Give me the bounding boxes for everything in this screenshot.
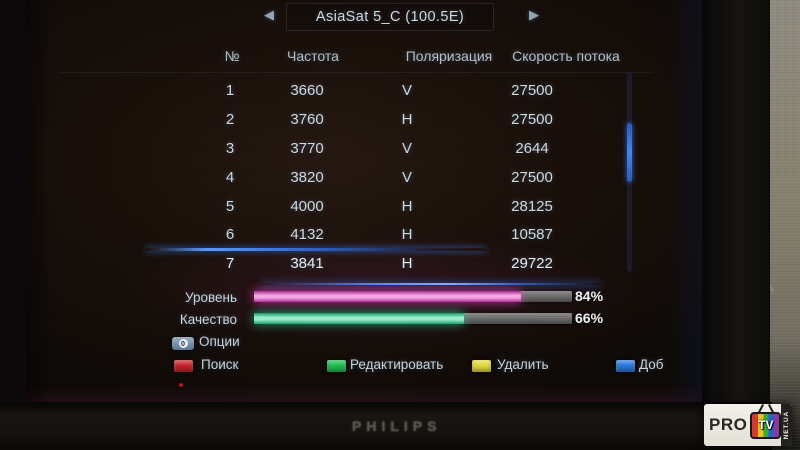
- signal-quality-bar: [254, 313, 572, 324]
- signal-level-label: Уровень: [184, 290, 237, 305]
- edit-button[interactable]: Редактировать: [350, 357, 444, 372]
- row-symbol-rate: 27500: [511, 110, 553, 128]
- transponder-row[interactable]: 5 4000 H 28125: [26, 195, 702, 224]
- wall: [770, 0, 800, 450]
- transponder-list: 1 3660 V 27500 2 3760 H 27500 3 3770 V 2…: [26, 79, 702, 286]
- row-number: 2: [225, 110, 235, 128]
- row-symbol-rate: 28125: [511, 197, 553, 215]
- row-polarization: H: [401, 226, 413, 244]
- options-key-icon[interactable]: 0: [172, 337, 194, 350]
- transponder-row[interactable]: 7 3841 H 29722: [26, 248, 702, 286]
- row-polarization: H: [401, 255, 413, 273]
- transponder-row[interactable]: 6 4132 H 10587: [26, 223, 702, 252]
- transponder-row[interactable]: 1 3660 V 27500: [26, 79, 702, 108]
- signal-quality-percent: 66%: [575, 310, 604, 326]
- standby-led: [178, 383, 184, 387]
- row-number: 3: [225, 139, 235, 157]
- row-frequency: 4000: [290, 197, 324, 215]
- signal-level-bar: [254, 291, 572, 302]
- antenna-icon: [758, 403, 765, 413]
- row-symbol-rate: 29722: [511, 255, 553, 273]
- transponder-row[interactable]: 3 3770 V 2644: [26, 137, 702, 166]
- row-polarization: V: [401, 168, 413, 186]
- add-button[interactable]: Доб: [639, 357, 664, 372]
- transponder-row[interactable]: 4 3820 V 27500: [26, 166, 702, 195]
- signal-level-fill: [254, 291, 522, 302]
- row-number: 6: [225, 226, 235, 244]
- tv-screen: AsiaSat 5_C (100.5E) ◀ ▶ № Частота Поляр…: [26, 0, 702, 402]
- row-frequency: 3820: [290, 168, 324, 186]
- scrollbar[interactable]: [627, 72, 632, 272]
- row-symbol-rate: 10587: [511, 226, 553, 244]
- watermark-netua-strip: NET.UA: [781, 404, 792, 446]
- column-polarization: Поляризация: [405, 48, 493, 64]
- row-number: 7: [225, 255, 235, 273]
- antenna-icon: [768, 403, 775, 413]
- row-polarization: V: [401, 82, 413, 99]
- row-symbol-rate: 2644: [515, 139, 549, 157]
- options-label[interactable]: Опции: [199, 334, 240, 349]
- row-polarization: H: [401, 110, 413, 128]
- row-number: 1: [225, 82, 235, 99]
- column-frequency: Частота: [287, 48, 339, 64]
- watermark-logo: PRO TV NET.UA: [704, 403, 792, 446]
- transponder-row[interactable]: 2 3760 H 27500: [26, 108, 702, 137]
- row-polarization: V: [401, 139, 413, 157]
- tv-bezel-right: [702, 0, 770, 450]
- scrollbar-thumb[interactable]: [627, 123, 632, 182]
- row-symbol-rate: 27500: [511, 168, 553, 186]
- next-satellite-arrow[interactable]: ▶: [529, 7, 539, 22]
- prev-satellite-arrow[interactable]: ◀: [264, 7, 274, 22]
- signal-level-percent: 84%: [575, 288, 604, 304]
- row-frequency: 3760: [290, 110, 324, 128]
- green-key-icon[interactable]: [327, 360, 346, 372]
- row-frequency: 3660: [290, 82, 324, 99]
- delete-button[interactable]: Удалить: [497, 357, 549, 372]
- column-number: №: [224, 48, 240, 64]
- row-number: 5: [225, 197, 235, 215]
- tv-brand-logo: PHILIPS: [352, 418, 442, 434]
- row-frequency: 4132: [290, 226, 324, 244]
- red-key-icon[interactable]: [174, 360, 193, 372]
- row-frequency: 3841: [290, 255, 324, 273]
- search-button[interactable]: Поиск: [201, 357, 239, 372]
- blue-key-icon[interactable]: [616, 360, 635, 372]
- signal-quality-fill: [254, 313, 464, 324]
- header-separator: [58, 72, 654, 73]
- watermark-netua-text: NET.UA: [783, 410, 791, 440]
- satellite-title: AsiaSat 5_C (100.5E): [286, 3, 494, 31]
- watermark-tv-icon: TV: [750, 403, 782, 439]
- row-polarization: H: [401, 197, 413, 215]
- signal-quality-label: Качество: [179, 312, 237, 327]
- watermark-pro-text: PRO: [709, 415, 748, 434]
- wall-texture: [770, 0, 800, 450]
- row-symbol-rate: 27500: [511, 82, 553, 99]
- watermark-tv-text: TV: [758, 418, 774, 432]
- options-key-digit: 0: [178, 339, 188, 348]
- row-frequency: 3770: [290, 139, 324, 157]
- row-number: 4: [225, 168, 235, 186]
- column-symbol-rate: Скорость потока: [512, 48, 620, 64]
- tv-bezel-bottom: PHILIPS: [0, 402, 772, 450]
- yellow-key-icon[interactable]: [472, 360, 491, 372]
